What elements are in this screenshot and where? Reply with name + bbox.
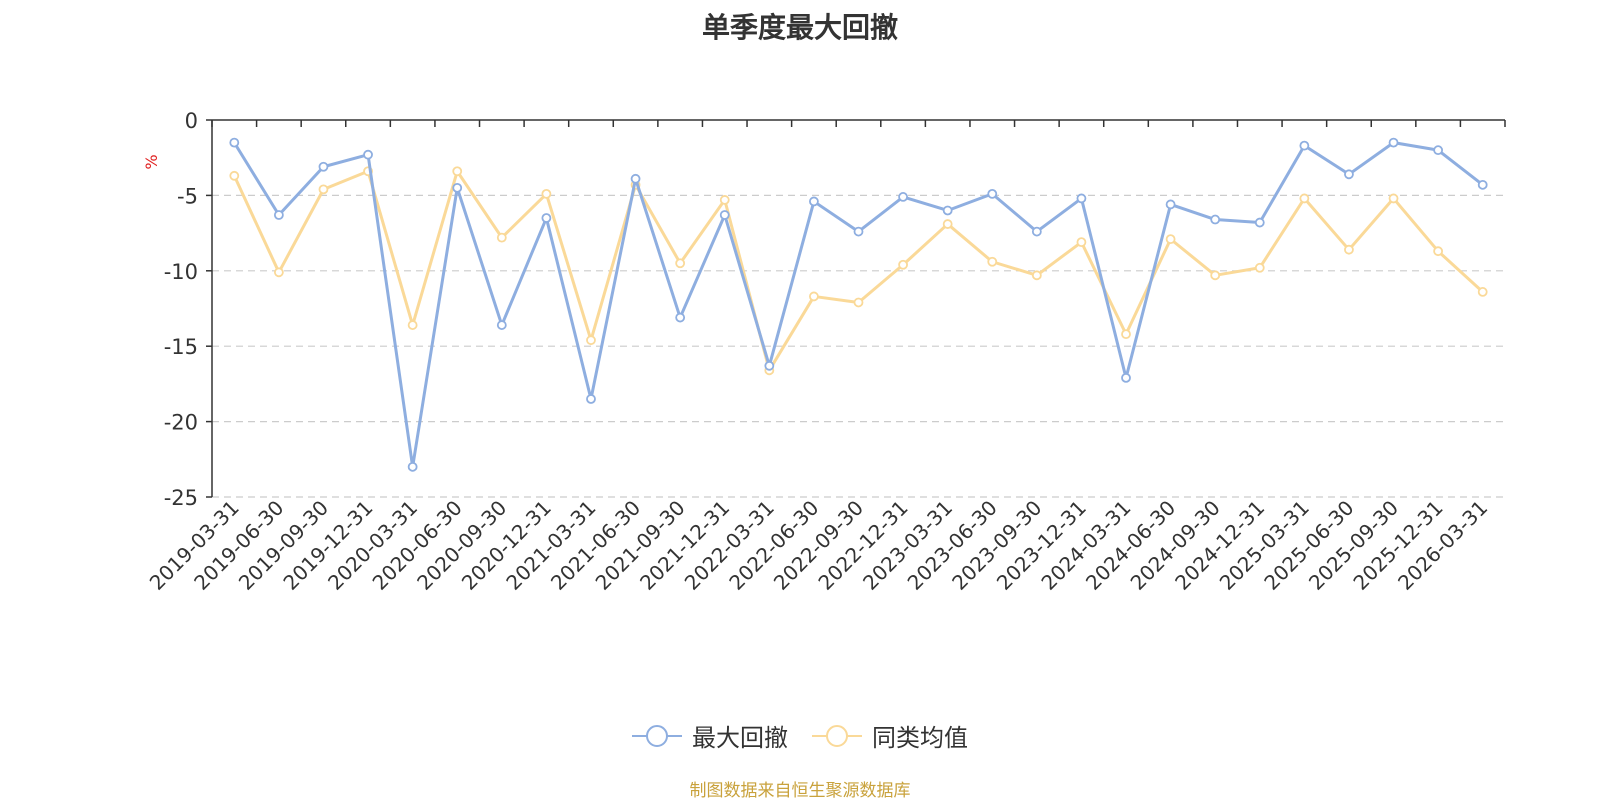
- data-point-0: [407, 461, 418, 472]
- data-point-0: [1254, 217, 1265, 228]
- data-point-0: [1344, 169, 1354, 180]
- data-point-0: [273, 210, 284, 220]
- axis-layer: 0-5-10-15-20-25%2019-03-312019-06-302019…: [142, 109, 1506, 595]
- data-point-1: [898, 259, 908, 270]
- data-point-1: [1031, 270, 1042, 281]
- data-point-0: [942, 205, 953, 216]
- legend-item-max-drawdown[interactable]: 最大回撤: [632, 718, 788, 753]
- data-point-0: [809, 196, 819, 207]
- data-point-1: [987, 256, 998, 267]
- data-point-1: [586, 335, 596, 346]
- data-point-0: [1299, 140, 1310, 151]
- grid-layer: [212, 194, 1505, 498]
- data-point-0: [1210, 214, 1221, 225]
- data-point-0: [496, 320, 507, 330]
- data-point-0: [987, 188, 998, 199]
- y-tick-label: 0: [185, 109, 198, 133]
- data-point-1: [1433, 246, 1444, 257]
- data-point-0: [764, 360, 775, 371]
- data-point-1: [229, 170, 240, 181]
- data-point-1: [1299, 193, 1310, 204]
- data-point-1: [853, 297, 864, 308]
- data-point-0: [1031, 226, 1042, 237]
- y-tick-label: -10: [164, 260, 198, 284]
- y-tick-label: -20: [164, 411, 198, 435]
- data-point-0: [452, 182, 463, 193]
- data-point-1: [407, 320, 418, 330]
- data-point-0: [363, 149, 373, 160]
- data-point-1: [942, 219, 953, 229]
- data-point-0: [719, 210, 730, 220]
- legend-line-circle-icon: [812, 723, 862, 749]
- data-point-0: [1433, 145, 1444, 156]
- series-layer: [229, 137, 1488, 472]
- y-axis-unit-label: %: [142, 154, 161, 169]
- data-point-1: [273, 267, 284, 278]
- legend-label: 同类均值: [872, 724, 968, 752]
- data-point-1: [1344, 244, 1354, 255]
- data-point-1: [1210, 270, 1221, 281]
- data-point-0: [1477, 179, 1488, 190]
- chart-title: 单季度最大回撤: [701, 11, 898, 44]
- data-point-1: [496, 232, 507, 243]
- data-source-note: 制图数据来自恒生聚源数据库: [689, 781, 911, 801]
- y-tick-label: -5: [177, 184, 198, 208]
- data-point-1: [1076, 237, 1087, 248]
- y-tick-label: -15: [164, 335, 198, 359]
- data-point-0: [541, 213, 552, 223]
- legend: 最大回撤 同类均值: [0, 718, 1600, 753]
- data-point-0: [675, 312, 686, 323]
- data-point-0: [1388, 137, 1399, 148]
- data-point-0: [318, 161, 329, 172]
- data-point-0: [630, 173, 641, 184]
- data-point-1: [1165, 234, 1176, 245]
- data-point-1: [1388, 193, 1399, 204]
- data-point-1: [1121, 329, 1131, 340]
- data-point-1: [1254, 262, 1265, 273]
- data-point-1: [541, 188, 552, 199]
- data-point-0: [229, 137, 240, 148]
- data-point-0: [853, 226, 864, 237]
- data-point-1: [809, 291, 819, 302]
- data-point-1: [1477, 287, 1488, 297]
- legend-label: 最大回撤: [692, 724, 788, 752]
- data-point-1: [318, 184, 329, 195]
- legend-line-circle-icon: [632, 723, 682, 749]
- data-point-0: [586, 394, 596, 404]
- y-tick-label: -25: [164, 486, 198, 510]
- data-point-1: [452, 166, 463, 177]
- data-point-0: [1076, 193, 1087, 204]
- data-point-1: [675, 258, 686, 269]
- data-point-1: [719, 195, 730, 205]
- data-point-0: [1165, 199, 1176, 210]
- data-point-0: [1121, 372, 1131, 383]
- legend-item-peer-average[interactable]: 同类均值: [812, 718, 968, 753]
- data-point-0: [898, 192, 908, 202]
